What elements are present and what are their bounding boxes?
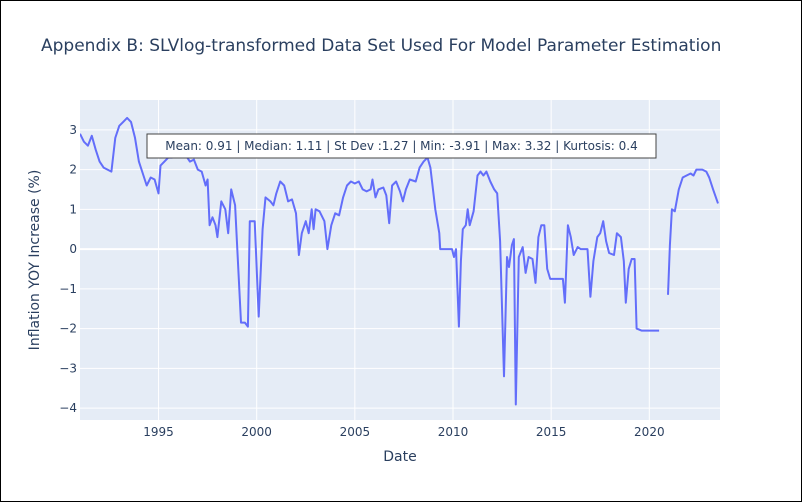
stats-annotation: Mean: 0.91 | Median: 1.11 | St Dev :1.27… [146, 133, 657, 159]
y-tick-labels: 3 2 1 0 −1 −2 −3 −4 [59, 123, 77, 415]
y-tick-label: 2 [69, 163, 77, 177]
y-tick-label: 3 [69, 123, 77, 137]
y-axis-title: Inflation YOY Increase (%) [27, 170, 43, 351]
y-tick-label: −3 [59, 361, 77, 375]
x-tick-label: 2020 [634, 425, 665, 439]
y-tick-label: 1 [69, 202, 77, 216]
x-tick-label: 1995 [143, 425, 174, 439]
y-tick-label: −1 [59, 282, 77, 296]
x-tick-label: 2000 [241, 425, 272, 439]
chart-title: Appendix B: SLVlog-transformed Data Set … [41, 36, 721, 56]
x-tick-labels: 1995 2000 2005 2010 2015 2020 [143, 425, 664, 439]
x-axis-title: Date [383, 449, 416, 465]
x-tick-label: 2010 [438, 425, 469, 439]
x-tick-label: 2015 [536, 425, 567, 439]
y-gridlines [80, 129, 720, 409]
x-tick-label: 2005 [340, 425, 371, 439]
stats-annotation-text: Mean: 0.91 | Median: 1.11 | St Dev :1.27… [165, 139, 638, 153]
series-line [667, 168, 719, 295]
y-tick-label: −4 [59, 401, 77, 415]
stats-annotation-box [146, 133, 657, 159]
y-tick-label: 0 [69, 242, 77, 256]
y-tick-label: −2 [59, 322, 77, 336]
